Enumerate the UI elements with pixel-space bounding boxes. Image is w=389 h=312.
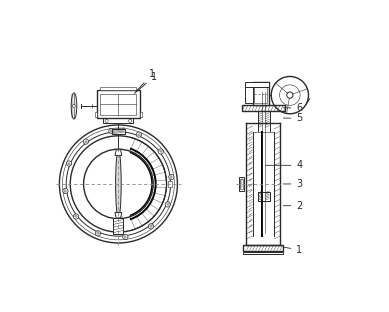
Circle shape <box>136 132 142 137</box>
Circle shape <box>169 174 174 180</box>
Bar <box>238 177 244 191</box>
Bar <box>243 252 283 255</box>
Circle shape <box>95 231 101 236</box>
Circle shape <box>74 214 79 219</box>
Bar <box>112 129 125 134</box>
Bar <box>254 84 267 103</box>
Ellipse shape <box>71 93 77 119</box>
Text: 1: 1 <box>135 71 157 93</box>
Bar <box>252 82 269 105</box>
Bar <box>242 105 285 111</box>
Circle shape <box>129 119 132 122</box>
Bar <box>97 90 140 119</box>
Circle shape <box>109 128 114 134</box>
Bar <box>100 94 137 115</box>
Bar <box>95 112 97 117</box>
Text: 5: 5 <box>283 113 303 123</box>
Ellipse shape <box>116 150 121 217</box>
Text: 1: 1 <box>136 69 155 91</box>
Circle shape <box>148 224 154 229</box>
Circle shape <box>287 92 293 98</box>
Bar <box>245 82 269 87</box>
Text: 6: 6 <box>283 103 303 113</box>
Polygon shape <box>115 150 122 155</box>
Circle shape <box>123 234 128 240</box>
Bar <box>140 112 142 117</box>
Circle shape <box>165 202 170 207</box>
Bar <box>243 245 283 251</box>
Circle shape <box>63 188 68 193</box>
Bar <box>258 192 270 201</box>
Circle shape <box>158 149 163 154</box>
Bar <box>100 87 137 90</box>
Bar <box>240 179 243 189</box>
Text: 1: 1 <box>283 245 303 255</box>
Text: 2: 2 <box>283 201 303 211</box>
Bar <box>114 218 123 234</box>
Circle shape <box>105 119 108 122</box>
Circle shape <box>67 161 72 166</box>
Ellipse shape <box>73 104 75 108</box>
Circle shape <box>83 139 89 144</box>
Polygon shape <box>115 212 122 218</box>
Text: 4: 4 <box>266 160 303 170</box>
Bar <box>168 181 172 187</box>
Bar <box>245 84 252 103</box>
Bar <box>103 119 133 123</box>
Text: 3: 3 <box>283 179 303 189</box>
